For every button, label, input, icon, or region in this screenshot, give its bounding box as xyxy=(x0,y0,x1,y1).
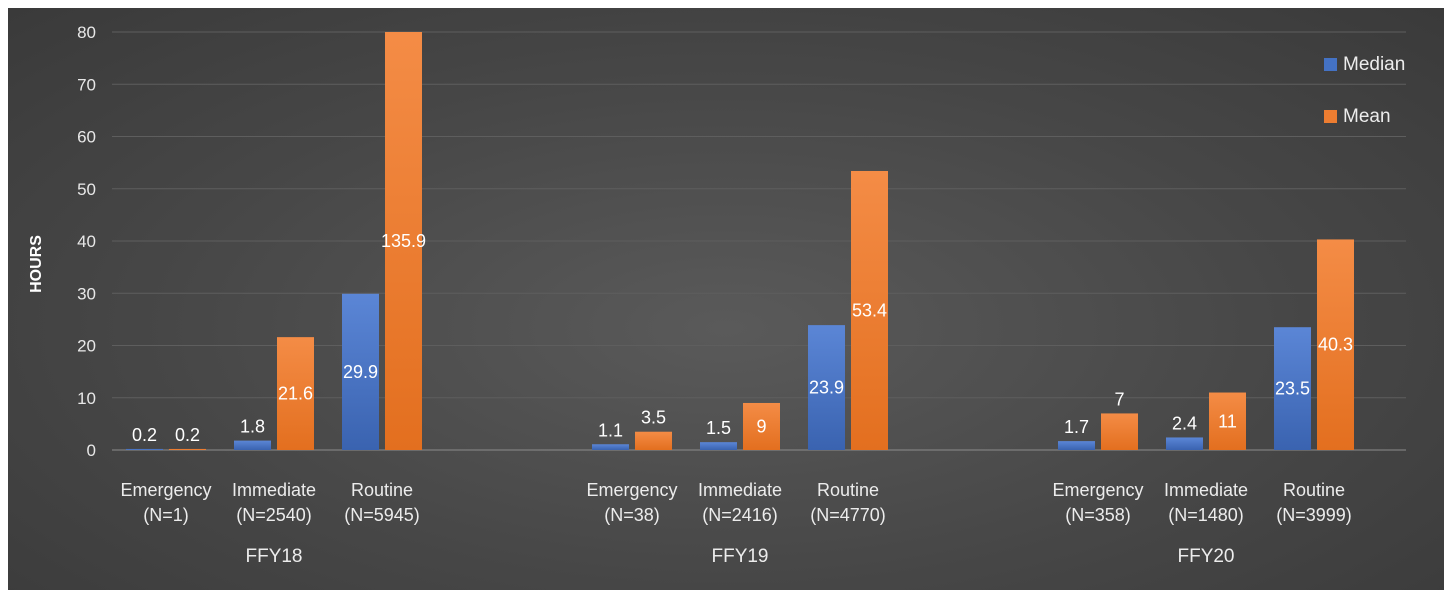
y-tick-label: 60 xyxy=(77,128,96,147)
mean-bar xyxy=(277,337,314,450)
mean-legend-label: Mean xyxy=(1343,106,1391,127)
category-count-label: (N=1) xyxy=(143,505,189,525)
data-label: 0.2 xyxy=(132,425,157,445)
data-label: 135.9 xyxy=(381,231,426,251)
bar-chart: 0 10 20 30 40 50 60 70 80 HOURS 0.2 0.2 1.8 21.6 29.… xyxy=(28,23,1406,567)
data-label: 0.2 xyxy=(175,425,200,445)
category-label: Emergency xyxy=(120,480,211,500)
mean-bar xyxy=(385,32,422,450)
category-count-label: (N=4770) xyxy=(810,505,886,525)
group-label: FFY18 xyxy=(245,546,302,567)
category-label: Immediate xyxy=(698,480,782,500)
category-count-label: (N=38) xyxy=(604,505,660,525)
y-tick-label: 30 xyxy=(77,284,96,303)
category-count-label: (N=5945) xyxy=(344,505,420,525)
median-bar xyxy=(1166,437,1203,450)
x-axis-categories: Emergency (N=1) Immediate (N=2540) Routine (N… xyxy=(120,480,1351,525)
y-tick-label: 50 xyxy=(77,180,96,199)
category-label: Routine xyxy=(1283,480,1345,500)
median-legend-label: Median xyxy=(1343,54,1405,75)
median-bar xyxy=(592,444,629,450)
category-count-label: (N=3999) xyxy=(1276,505,1352,525)
data-label: 1.7 xyxy=(1064,417,1089,437)
data-label: 40.3 xyxy=(1318,335,1353,355)
mean-legend-swatch xyxy=(1324,110,1337,123)
y-tick-label: 10 xyxy=(77,389,96,408)
group-label: FFY19 xyxy=(711,546,768,567)
category-count-label: (N=358) xyxy=(1065,505,1131,525)
data-label: 9 xyxy=(756,416,766,436)
data-label: 1.8 xyxy=(240,417,265,437)
data-label: 23.5 xyxy=(1275,379,1310,399)
group-label: FFY20 xyxy=(1177,546,1234,567)
median-bar xyxy=(126,448,163,450)
category-count-label: (N=2416) xyxy=(702,505,778,525)
category-count-label: (N=1480) xyxy=(1168,505,1244,525)
data-label: 29.9 xyxy=(343,362,378,382)
data-label: 21.6 xyxy=(278,384,313,404)
data-label: 1.1 xyxy=(598,420,623,440)
median-legend-swatch xyxy=(1324,58,1337,71)
mean-bar xyxy=(635,431,672,450)
data-label: 2.4 xyxy=(1172,413,1197,433)
mean-bar xyxy=(1101,413,1138,450)
title-strip xyxy=(0,0,1444,8)
category-count-label: (N=2540) xyxy=(236,505,312,525)
median-bar xyxy=(1058,441,1095,450)
median-bar xyxy=(342,293,379,450)
data-labels: 0.2 0.2 1.8 21.6 29.9 135.9 1.1 3.5 1.5 9 23.9 53.4… xyxy=(132,231,1353,445)
category-label: Routine xyxy=(351,480,413,500)
category-label: Routine xyxy=(817,480,879,500)
data-label: 1.5 xyxy=(706,418,731,438)
data-label: 7 xyxy=(1114,389,1124,409)
x-axis-groups: FFY18 FFY19 FFY20 xyxy=(245,546,1234,567)
median-bar xyxy=(808,325,845,450)
category-label: Immediate xyxy=(232,480,316,500)
gridlines xyxy=(112,31,1406,451)
y-tick-label: 0 xyxy=(87,441,96,460)
y-tick-label: 40 xyxy=(77,232,96,251)
mean-bar xyxy=(851,170,888,451)
legend: Median Mean xyxy=(1324,54,1405,127)
data-label: 53.4 xyxy=(852,300,887,320)
bars xyxy=(126,32,1354,451)
data-label: 3.5 xyxy=(641,408,666,428)
chart-area: 0 10 20 30 40 50 60 70 80 HOURS 0.2 0.2 1.8 21.6 29.… xyxy=(8,8,1444,590)
mean-bar xyxy=(743,402,780,450)
mean-bar xyxy=(169,448,206,450)
y-tick-label: 20 xyxy=(77,337,96,356)
y-axis-label: HOURS xyxy=(28,235,45,293)
y-axis-ticks: 0 10 20 30 40 50 60 70 80 xyxy=(77,23,96,460)
y-tick-label: 80 xyxy=(77,23,96,42)
median-bar xyxy=(234,440,271,450)
median-bar xyxy=(1274,327,1311,450)
category-label: Emergency xyxy=(586,480,677,500)
mean-bar xyxy=(1317,239,1354,450)
median-bar xyxy=(700,442,737,450)
data-label: 11 xyxy=(1218,411,1237,431)
y-tick-label: 70 xyxy=(77,75,96,94)
data-label: 23.9 xyxy=(809,378,844,398)
mean-bar xyxy=(1209,392,1246,450)
category-label: Immediate xyxy=(1164,480,1248,500)
category-label: Emergency xyxy=(1052,480,1143,500)
